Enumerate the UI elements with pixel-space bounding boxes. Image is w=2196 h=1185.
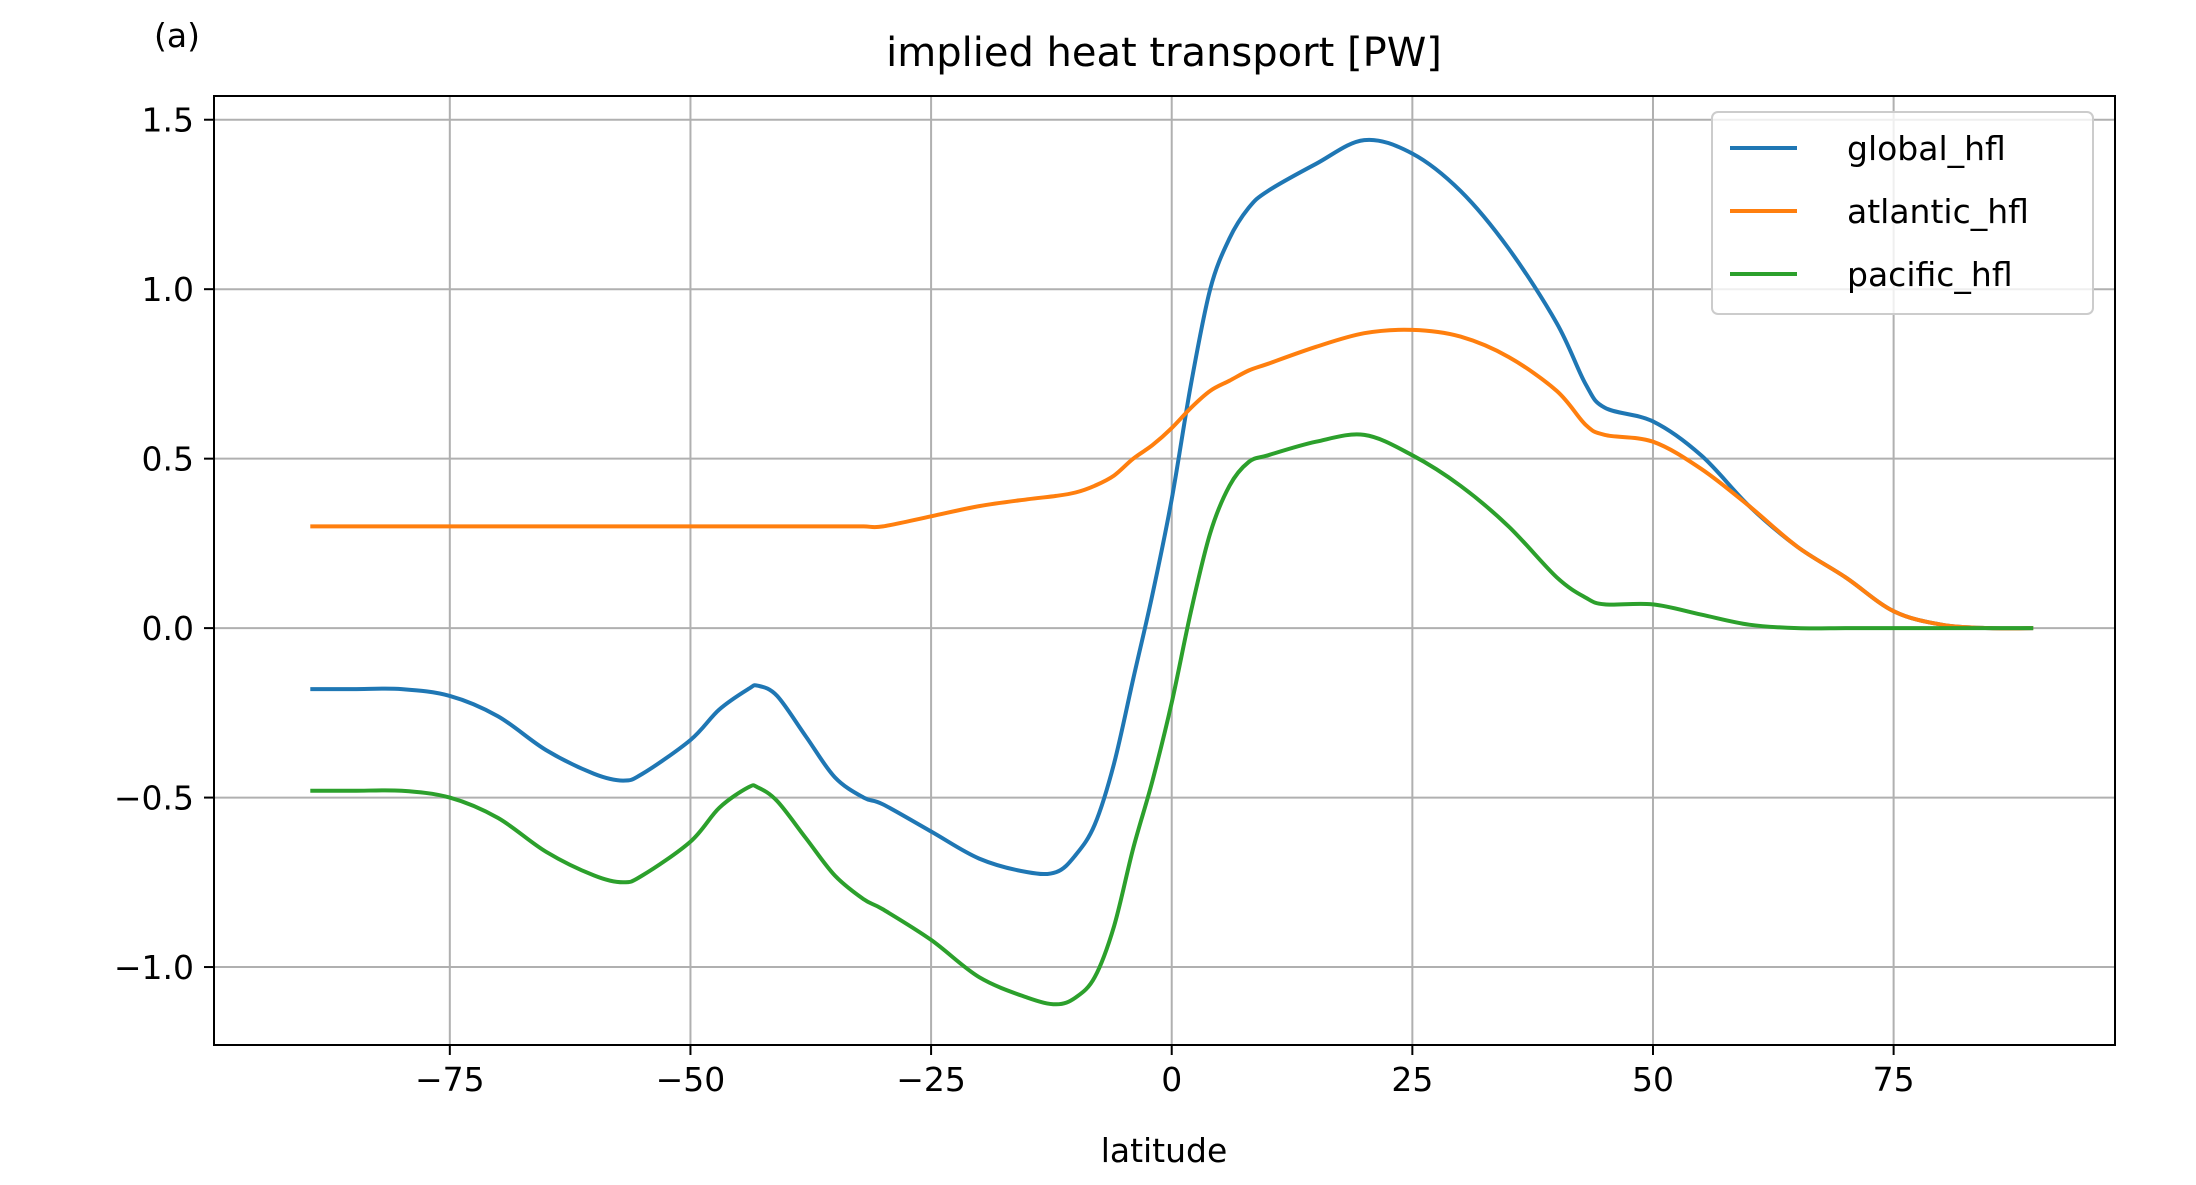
legend-label-global-hfl: global_hfl — [1847, 129, 2006, 168]
legend-label-pacific-hfl: pacific_hfl — [1847, 255, 2013, 294]
y-tick-label: 1.5 — [142, 101, 194, 140]
series-line-pacific-hfl — [310, 432, 2034, 1007]
legend-box — [1711, 111, 2094, 315]
x-tick-label: 75 — [1873, 1060, 1915, 1099]
y-tick-label: 0.0 — [142, 609, 194, 648]
legend: global_hfl atlantic_hfl pacific_hfl — [1711, 111, 2094, 315]
x-tick-label: −75 — [415, 1060, 485, 1099]
y-tick-label: 0.5 — [142, 440, 194, 479]
chart-title: implied heat transport [PW] — [886, 30, 1442, 76]
series-line-global-hfl — [310, 137, 2034, 877]
axes-frame — [213, 95, 2116, 1046]
x-tick-label: 0 — [1161, 1060, 1182, 1099]
legend-label-atlantic-hfl: atlantic_hfl — [1847, 192, 2029, 231]
x-tick-label: −50 — [656, 1060, 726, 1099]
panel-label: (a) — [154, 16, 200, 55]
x-tick-label: 50 — [1632, 1060, 1674, 1099]
y-tick-label: −1.0 — [114, 948, 194, 987]
x-tick-label: 25 — [1391, 1060, 1433, 1099]
y-tick-label: −0.5 — [114, 779, 194, 818]
axis-ticks: −75 −50 −25 0 25 50 75 −1.0 −0.5 0.0 0.5 1.0 1.5 — [114, 101, 1915, 1099]
y-tick-label: 1.0 — [142, 270, 194, 309]
series-line-atlantic-hfl — [310, 327, 2034, 631]
x-axis-label: latitude — [1101, 1131, 1228, 1170]
x-tick-label: −25 — [896, 1060, 966, 1099]
series-lines — [310, 137, 2034, 1007]
